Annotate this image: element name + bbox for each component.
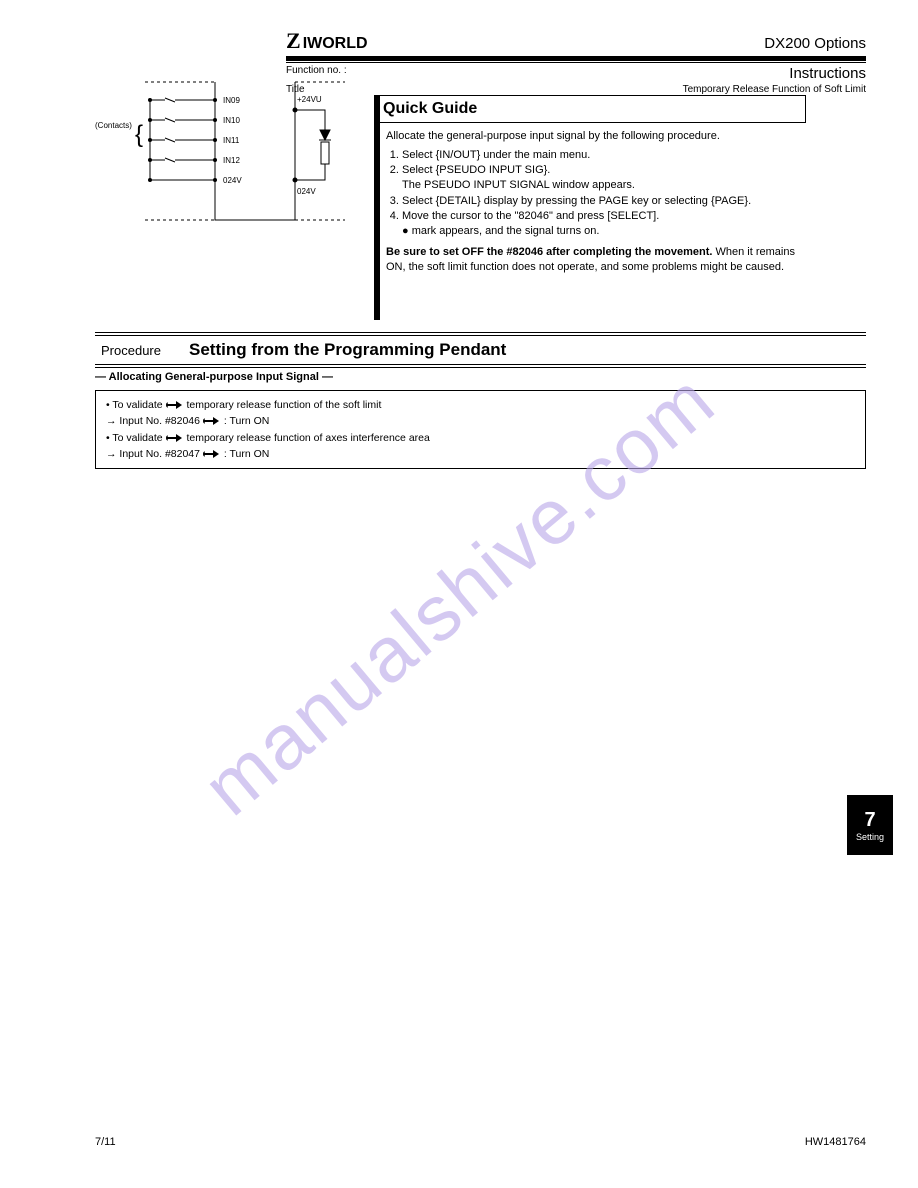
pin-label: IN12 <box>223 156 240 165</box>
guide-header: Quick Guide <box>376 95 806 123</box>
hand-point-icon <box>166 433 184 443</box>
pin-label: IN10 <box>223 116 240 125</box>
guide-step: Select {DETAIL} display by pressing the … <box>402 194 806 209</box>
proc-subtitle: — Allocating General-purpose Input Signa… <box>95 371 866 383</box>
side-tab-label: Setting <box>856 832 884 842</box>
guide-outro-bold: Be sure to set OFF the #82046 after comp… <box>386 246 712 258</box>
header-rule-thick <box>286 56 866 61</box>
logo-text: IWORLD <box>303 35 368 52</box>
header-sub-right: Temporary Release Function of Soft Limit <box>683 84 866 95</box>
pin-label: IN11 <box>223 136 240 145</box>
doc-title: Instructions <box>789 65 866 82</box>
hand-point-icon <box>203 416 221 426</box>
guide-intro: Allocate the general-purpose input signa… <box>386 129 806 144</box>
hand-point-icon <box>166 400 184 410</box>
brace-icon: { <box>135 121 143 148</box>
circuit-diagram: IN09 IN10 IN11 IN12 024V +24VU 024V (Con… <box>95 80 365 260</box>
contacts-label: (Contacts) <box>95 121 132 130</box>
guide-step: Select {PSEUDO INPUT SIG}. <box>402 163 806 178</box>
ref-line: → Input No. #82047 : Turn ON <box>106 446 855 462</box>
product-title: DX200 Options <box>764 35 866 52</box>
proc-section-label: Procedure <box>95 343 167 358</box>
quick-guide-panel: Quick Guide Allocate the general-purpose… <box>376 95 806 275</box>
side-tab: 7 Setting <box>847 795 893 855</box>
ref-line: → Input No. #82046 : Turn ON <box>106 413 855 429</box>
guide-step: Select {IN/OUT} under the main menu. <box>402 148 806 163</box>
guide-step-note: The PSEUDO INPUT SIGNAL window appears. <box>402 178 806 193</box>
ref-line: • To validate temporary release function… <box>106 397 855 413</box>
ref-line: • To validate temporary release function… <box>106 430 855 446</box>
proc-rule-bottom <box>95 364 866 368</box>
side-tab-number: 7 <box>864 809 875 832</box>
logo-letter: Z <box>286 28 301 54</box>
pin-label: IN09 <box>223 96 240 105</box>
guide-vertical-bar <box>374 95 380 320</box>
footer-page: 7/11 <box>95 1136 116 1148</box>
guide-step-note: ● mark appears, and the signal turns on. <box>402 224 806 239</box>
pin-label: 024V <box>297 187 316 196</box>
guide-step: Move the cursor to the "82046" and press… <box>402 209 806 224</box>
page-header: ZIWORLD DX200 Options Function no. : Ins… <box>286 28 866 95</box>
pin-label: 024V <box>223 176 242 185</box>
pin-label: +24VU <box>297 95 322 104</box>
header-rule-thin <box>286 62 866 63</box>
footer-doc-id: HW1481764 <box>805 1136 866 1148</box>
reference-box: • To validate temporary release function… <box>95 390 866 469</box>
hand-point-icon <box>203 449 221 459</box>
page-footer: 7/11 HW1481764 <box>95 1136 866 1148</box>
proc-title: Setting from the Programming Pendant <box>179 340 866 360</box>
